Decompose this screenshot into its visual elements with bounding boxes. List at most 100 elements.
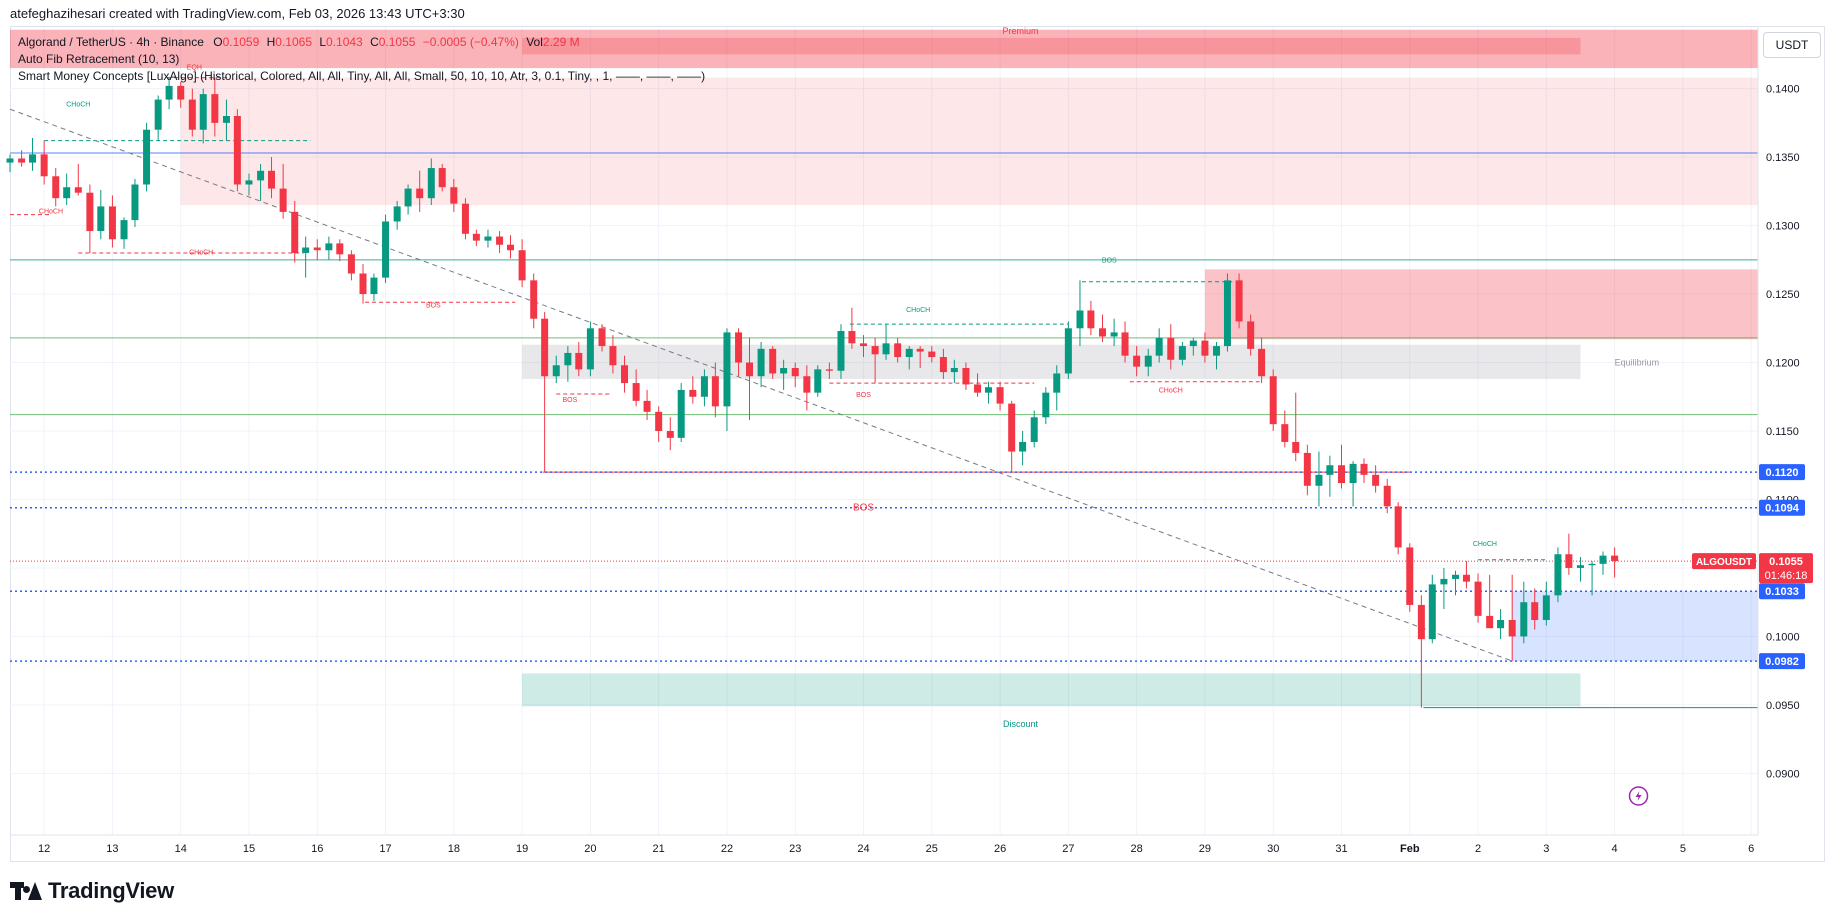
- currency-button[interactable]: USDT: [1763, 32, 1821, 58]
- candle-body: [803, 376, 811, 393]
- candle-body: [1235, 280, 1243, 322]
- candle-body: [97, 206, 105, 232]
- candle-body: [484, 236, 492, 241]
- x-tick-label: 25: [926, 843, 938, 855]
- candle-body: [735, 332, 743, 363]
- candle-body: [1099, 328, 1106, 337]
- candle-body: [700, 376, 708, 397]
- candle-body: [518, 250, 526, 281]
- candle-body: [63, 187, 71, 199]
- premium-label: Premium: [1003, 26, 1039, 36]
- candle-body: [711, 376, 719, 407]
- legend-symbol-line[interactable]: Algorand / TetherUS · 4h · Binance O0.10…: [18, 35, 580, 49]
- structure-label: BOS: [856, 392, 871, 399]
- x-tick-label: 30: [1267, 843, 1279, 855]
- candle-body: [370, 277, 378, 295]
- x-tick-label: 19: [516, 843, 528, 855]
- symbol-tag-text: ALGOUSDT: [1696, 557, 1752, 568]
- y-tick-label: 0.1200: [1766, 358, 1800, 370]
- candle-body: [950, 368, 958, 373]
- candle-body: [825, 369, 833, 371]
- candle-body: [621, 365, 629, 384]
- structure-label: BOS: [563, 397, 578, 404]
- trend-line: [9, 108, 1513, 662]
- candle-body: [1462, 574, 1470, 582]
- candle-body: [974, 384, 982, 393]
- candle-body: [1394, 506, 1402, 548]
- candle-body: [1155, 337, 1163, 356]
- candle-body: [1349, 463, 1357, 484]
- candle-body: [745, 362, 753, 377]
- candle-body: [1269, 376, 1277, 425]
- candle-body: [1303, 452, 1311, 486]
- candle-body: [1213, 346, 1221, 356]
- candle-body: [427, 168, 435, 199]
- candle-body: [29, 154, 37, 163]
- y-tick-label: 0.1350: [1766, 152, 1800, 164]
- candle-body: [928, 351, 936, 358]
- x-tick-label: 23: [789, 843, 801, 855]
- x-tick-label: 20: [584, 843, 596, 855]
- candle-body: [962, 368, 970, 385]
- candle-body: [165, 85, 173, 100]
- x-tick-label: 31: [1335, 843, 1347, 855]
- candle-body: [916, 348, 924, 352]
- legend-o-value: 0.1059: [222, 35, 260, 49]
- candle-body: [1201, 340, 1209, 356]
- legend-symbol: Algorand / TetherUS · 4h · Binance: [18, 35, 204, 49]
- structure-label: CHoCH: [189, 249, 213, 256]
- eqh-label: EQH: [187, 64, 202, 71]
- x-tick-label: 6: [1748, 843, 1754, 855]
- candle-body: [359, 273, 367, 295]
- tradingview-logo[interactable]: TradingView: [10, 878, 174, 904]
- legend-h-label: H: [266, 35, 276, 49]
- candle-body: [984, 387, 992, 393]
- candle-body: [769, 348, 777, 374]
- legend-indicator-smc[interactable]: Smart Money Concepts [LuxAlgo] (Historic…: [18, 69, 706, 83]
- y-tick-label: 0.1150: [1766, 426, 1799, 438]
- legend-vol-label: Vol: [526, 35, 543, 49]
- lightning-icon-glyph: [1635, 791, 1642, 801]
- candle-body: [313, 247, 321, 251]
- structure-label: BOS: [1102, 258, 1117, 265]
- premium-zone-band: [10, 29, 1758, 69]
- candle-body: [1019, 441, 1027, 452]
- candle-body: [871, 346, 879, 355]
- price-tag-text: 0.0982: [1765, 656, 1799, 668]
- candle-body: [416, 188, 424, 199]
- candle-body: [1247, 321, 1255, 349]
- legend-vol-value: 2.29 M: [542, 35, 580, 49]
- y-tick-label: 0.0900: [1766, 768, 1800, 780]
- candle-body: [177, 85, 185, 100]
- candle-body: [1452, 574, 1460, 579]
- x-tick-label: 27: [1062, 843, 1074, 855]
- candle-body: [336, 243, 344, 255]
- candle-body: [1281, 424, 1289, 442]
- candle-body: [496, 236, 504, 245]
- candle-body: [1497, 619, 1505, 629]
- legend-change: −0.0005 (−0.47%): [422, 35, 519, 49]
- candle-body: [1576, 565, 1584, 568]
- x-tick-label: 3: [1543, 843, 1549, 855]
- candle-body: [302, 247, 310, 253]
- premium-zone-inner: [522, 37, 1581, 55]
- candle-body: [996, 387, 1004, 404]
- candle-body: [40, 154, 48, 177]
- candle-body: [472, 233, 480, 241]
- price-tag-box: [1759, 464, 1805, 481]
- last-price-box: [1759, 553, 1813, 584]
- candle-body: [86, 192, 94, 232]
- structure-label: BOS: [426, 303, 441, 310]
- candle-body: [222, 116, 230, 123]
- legend-o-label: O: [213, 35, 223, 49]
- equilibrium-label: Equilibrium: [1615, 357, 1660, 367]
- candle-body: [347, 254, 355, 274]
- candle-body: [291, 211, 299, 253]
- candle-body: [52, 176, 60, 199]
- legend-indicator-fib[interactable]: Auto Fib Retracement (10, 13): [18, 52, 180, 66]
- candle-body: [1599, 555, 1607, 564]
- candle-body: [575, 352, 583, 370]
- legend-l-value: 0.1043: [326, 35, 363, 49]
- structure-label: CHoCH: [39, 208, 63, 215]
